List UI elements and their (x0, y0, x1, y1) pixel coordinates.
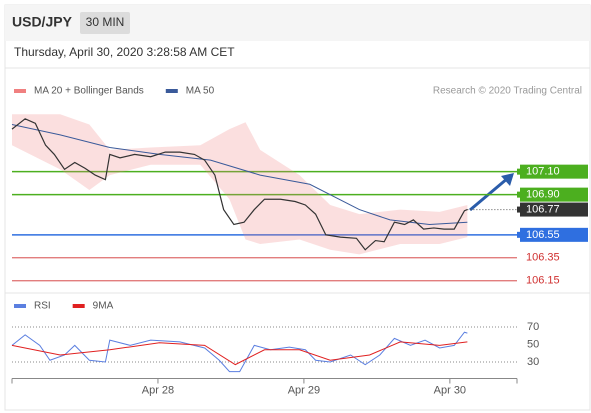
arrow-head (501, 173, 514, 186)
level-pointer (517, 206, 521, 213)
series-line (11, 341, 468, 366)
level-pointer (517, 191, 521, 198)
price-line (11, 118, 468, 251)
x-tick-label: Apr 29 (288, 384, 320, 396)
x-tick-label: Apr 30 (434, 384, 466, 396)
interval-badge[interactable] (80, 12, 130, 34)
y-tick-label: 30 (527, 356, 539, 368)
legend-swatch (72, 304, 85, 308)
legend-label: MA 50 (186, 86, 215, 97)
level-tag (520, 202, 588, 217)
legend-swatch (14, 89, 26, 93)
level-tag (520, 164, 588, 179)
legend-swatch (14, 304, 26, 308)
series-line (11, 124, 468, 226)
bollinger-band (12, 114, 468, 255)
y-tick-label: 70 (527, 321, 539, 333)
legend-label: 9MA (93, 301, 114, 312)
symbol: USD/JPY (12, 14, 73, 30)
credit: Research © 2020 Trading Central (433, 86, 582, 97)
level-label: 106.15 (526, 275, 560, 287)
frame (4, 4, 591, 411)
level-pointer (517, 231, 521, 238)
interval[interactable]: 30 MIN (86, 15, 125, 29)
level-label: 106.35 (526, 252, 560, 264)
level-tag (520, 227, 588, 242)
y-tick-label: 50 (527, 338, 539, 350)
x-tick-label: Apr 28 (142, 384, 174, 396)
level-tag (520, 187, 588, 202)
level-pointer (517, 168, 521, 175)
legend-label: MA 20 + Bollinger Bands (34, 86, 144, 97)
level-label: 106.90 (526, 189, 560, 201)
level-label: 107.10 (526, 166, 560, 178)
legend-label: RSI (34, 301, 51, 312)
legend-swatch (165, 89, 178, 93)
timestamp: Thursday, April 30, 2020 3:28:58 AM CET (14, 45, 235, 59)
level-label: 106.55 (526, 229, 560, 241)
level-label: 106.77 (526, 203, 560, 215)
